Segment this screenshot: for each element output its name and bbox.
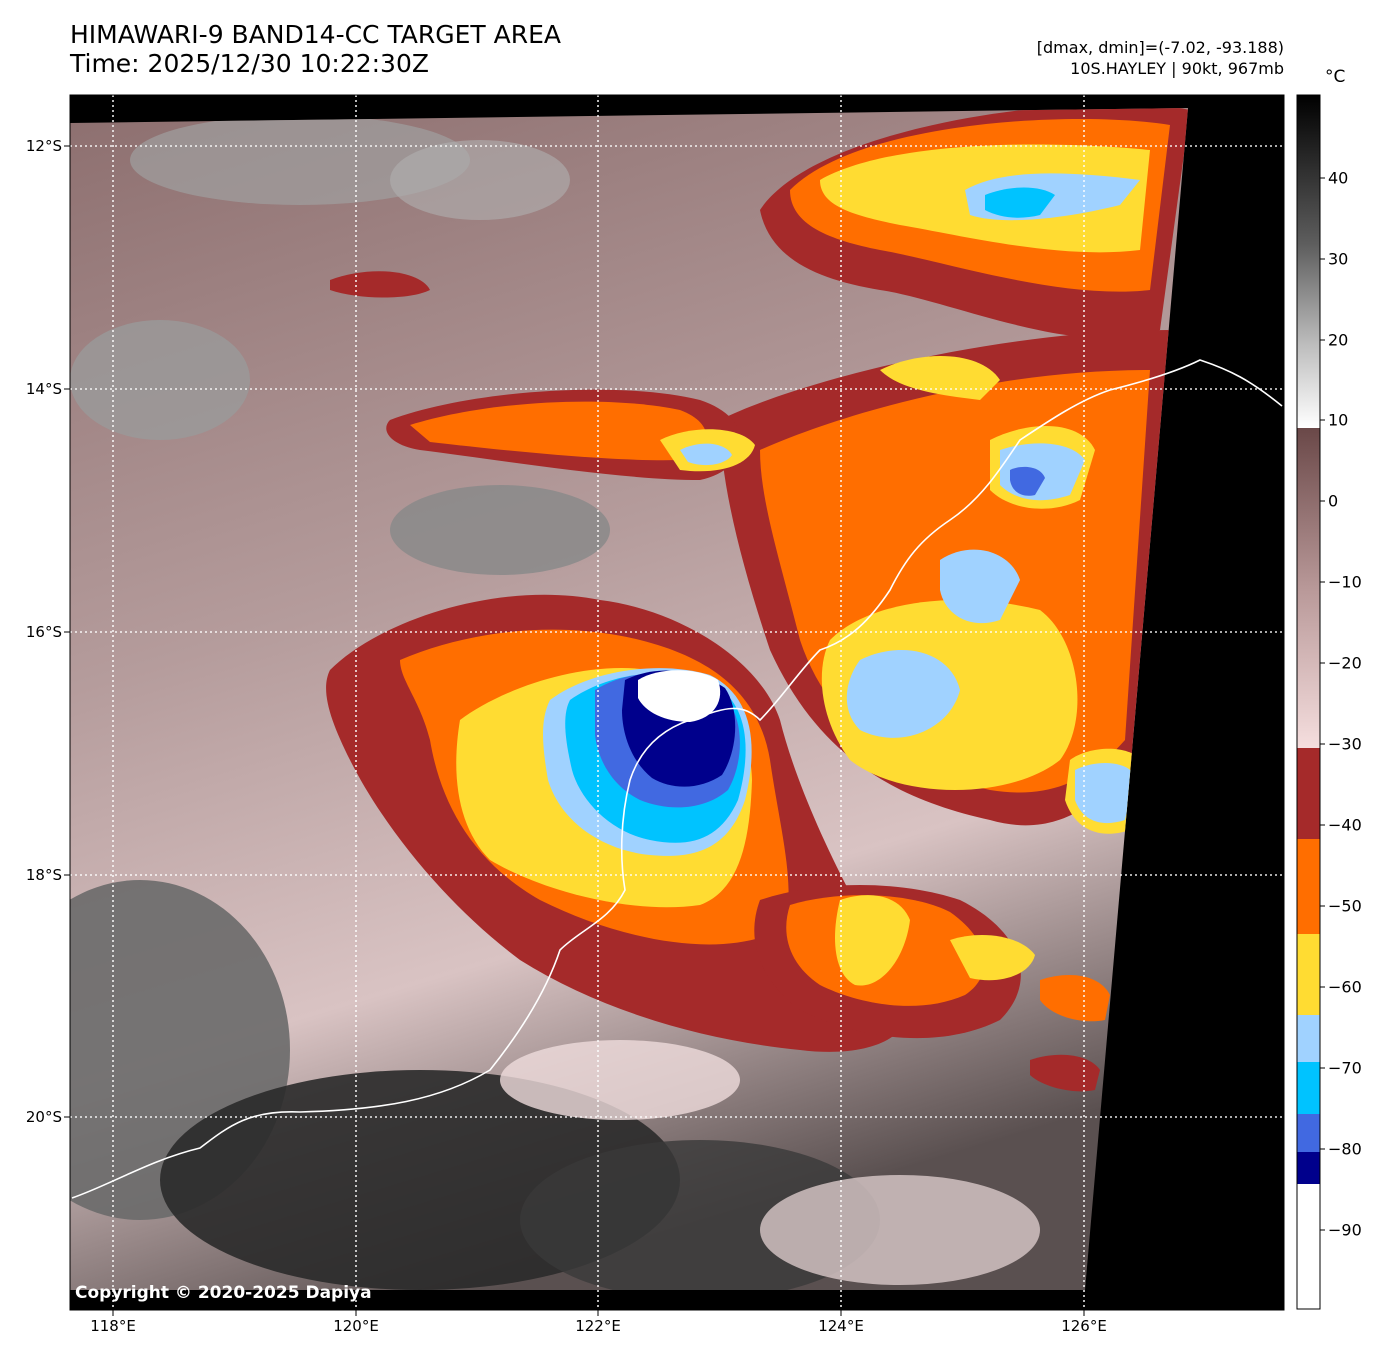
title-line-2: Time: 2025/12/30 10:22:30Z — [70, 49, 429, 78]
title-block: HIMAWARI-9 BAND14-CC TARGET AREA Time: 2… — [70, 20, 561, 78]
axis-ticks — [64, 145, 1085, 1316]
lat-tick-label: 14°S — [25, 380, 62, 398]
colorbar-label: −20 — [1328, 653, 1362, 673]
coastline — [71, 359, 1283, 1199]
colorbar-coldest-segment — [1297, 1184, 1320, 1309]
colorbar-label: −70 — [1328, 1058, 1362, 1078]
lat-tick-label: 16°S — [25, 623, 62, 641]
colorbar-dark-red-segment — [1297, 748, 1320, 839]
lat-tick-label: 18°S — [25, 866, 62, 884]
colorbar-orange-segment — [1297, 839, 1320, 934]
lat-tick-label: 20°S — [25, 1108, 62, 1126]
map-frame — [69, 94, 1285, 1311]
colorbar-label: −80 — [1328, 1139, 1362, 1159]
colorbar-label: −40 — [1328, 815, 1362, 835]
colorbar-label: −10 — [1328, 572, 1362, 592]
storm-line: 10S.HAYLEY | 90kt, 967mb — [1070, 59, 1284, 78]
colorbar-label: −90 — [1328, 1220, 1362, 1240]
colorbar-navy-segment — [1297, 1152, 1320, 1184]
colorbar-label: 20 — [1328, 330, 1349, 350]
colorbar — [1296, 94, 1325, 1310]
title-line-1: HIMAWARI-9 BAND14-CC TARGET AREA — [70, 20, 562, 49]
colorbar-yellow-segment — [1297, 934, 1320, 1015]
storm-info: [dmax, dmin]=(-7.02, -93.188) 10S.HAYLEY… — [1037, 37, 1284, 79]
copyright-notice: Copyright © 2020-2025 Dapiya — [75, 1283, 372, 1303]
satellite-swath — [70, 108, 1188, 1290]
graticule — [70, 95, 1284, 1310]
colorbar-label: −30 — [1328, 734, 1362, 754]
lon-tick-label: 120°E — [333, 1317, 379, 1335]
colorbar-warm-segment — [1297, 95, 1320, 428]
colorbar-unit: °C — [1325, 67, 1346, 87]
lon-tick-label: 122°E — [575, 1317, 621, 1335]
colorbar-label: −60 — [1328, 977, 1362, 997]
colorbar-label: −50 — [1328, 896, 1362, 916]
colorbar-pink-segment — [1297, 428, 1320, 748]
colorbar-cyan-segment — [1297, 1062, 1320, 1114]
lon-tick-label: 126°E — [1061, 1317, 1107, 1335]
lat-tick-label: 12°S — [25, 137, 62, 155]
colorbar-label: 0 — [1328, 491, 1339, 511]
colorbar-label: 40 — [1328, 168, 1349, 188]
colorbar-label: 10 — [1328, 410, 1349, 430]
colorbar-royal-blue-segment — [1297, 1114, 1320, 1152]
lon-tick-label: 124°E — [818, 1317, 864, 1335]
colorbar-light-blue-segment — [1297, 1015, 1320, 1062]
stats-line: [dmax, dmin]=(-7.02, -93.188) — [1036, 38, 1284, 57]
colorbar-label: 30 — [1328, 249, 1349, 269]
lon-tick-label: 118°E — [90, 1317, 136, 1335]
